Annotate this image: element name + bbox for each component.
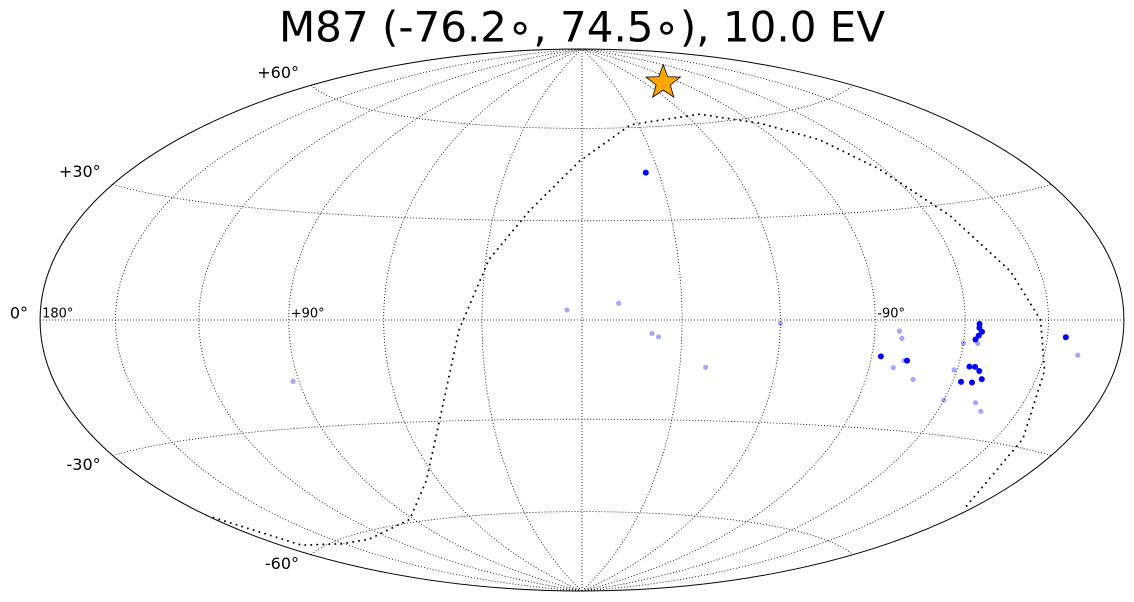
event-point — [890, 365, 896, 371]
event-point — [564, 307, 570, 313]
event-point — [616, 300, 622, 306]
event-point — [975, 340, 981, 347]
event-point — [655, 334, 662, 340]
event-point — [972, 363, 979, 370]
event-point — [642, 169, 649, 176]
event-point — [969, 379, 976, 386]
parallel-grid-line — [310, 85, 854, 129]
event-point — [972, 400, 979, 406]
event-point — [978, 376, 985, 383]
event-point — [978, 328, 985, 335]
source-star — [645, 63, 682, 99]
event-point — [976, 320, 983, 327]
event-point — [896, 328, 903, 334]
event-point — [958, 378, 965, 385]
event-point — [951, 367, 957, 373]
event-point — [703, 364, 709, 370]
event-point — [1075, 352, 1081, 358]
event-point — [290, 378, 296, 385]
meridian-grid-line — [581, 48, 683, 592]
event-point — [976, 368, 983, 375]
y-tick-label: +60° — [257, 63, 299, 82]
parallel-grid-line — [310, 511, 854, 555]
event-point — [910, 376, 916, 383]
event-point — [777, 320, 783, 327]
event-point — [904, 357, 911, 364]
event-point — [960, 340, 967, 346]
event-point — [972, 336, 979, 343]
x-tick-label: +90° — [291, 307, 325, 322]
event-point — [1062, 334, 1069, 341]
chart-title: M87 (-76.2∘, 74.5∘), 10.0 EV — [279, 3, 885, 52]
x-tick-label: -90° — [877, 307, 905, 322]
event-point — [649, 330, 655, 337]
event-point — [978, 408, 984, 414]
event-point — [966, 363, 973, 370]
x-tick-label: 180° — [42, 307, 73, 322]
y-tick-label: -30° — [67, 455, 101, 474]
event-point — [941, 397, 947, 403]
parallel-grid-line — [112, 184, 1052, 222]
y-tick-label: -60° — [265, 554, 299, 573]
parallel-grid-line — [112, 418, 1052, 456]
event-point — [877, 353, 884, 360]
event-point — [899, 335, 905, 342]
meridian-grid-line — [581, 48, 966, 592]
meridian-grid-line — [581, 48, 876, 592]
meridian-grid-line — [288, 48, 583, 592]
y-tick-label: 0° — [10, 304, 28, 323]
event-point — [901, 357, 907, 364]
y-tick-label: +30° — [59, 162, 101, 181]
